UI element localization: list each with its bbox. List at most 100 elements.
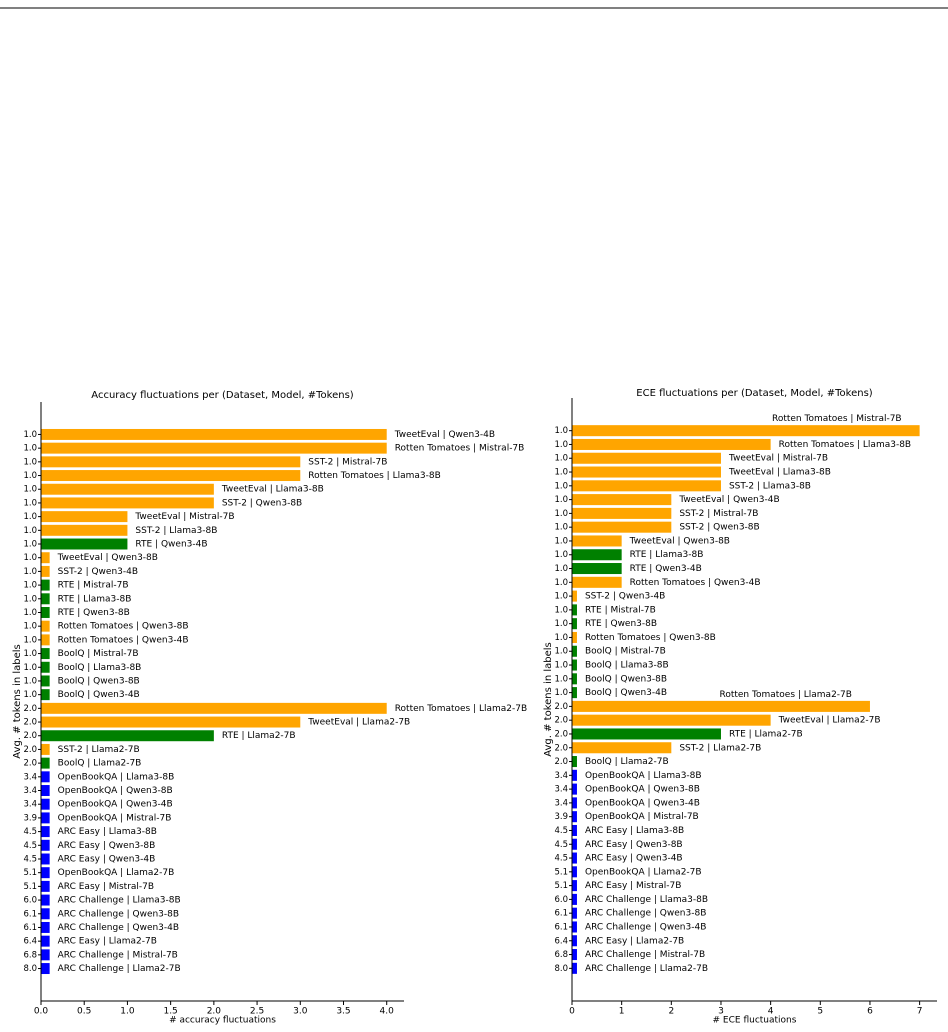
bar <box>572 962 577 974</box>
bar <box>572 921 577 933</box>
bar-label: BoolQ | Llama3-8B <box>58 663 142 673</box>
bar <box>41 511 128 523</box>
bar <box>572 893 577 905</box>
bar <box>572 714 771 726</box>
bar <box>572 535 622 547</box>
y-tick-label: 5.1 <box>554 867 568 877</box>
bar-label: TweetEval | Qwen3-4B <box>394 430 495 440</box>
bar-label: Rotten Tomatoes | Llama3-8B <box>308 471 440 481</box>
y-tick-label: 1.0 <box>554 564 568 574</box>
bar <box>41 661 50 673</box>
bar-label: OpenBookQA | Llama2-7B <box>58 868 175 878</box>
bar-label: RTE | Qwen3-4B <box>135 540 207 550</box>
bar-label: Rotten Tomatoes | Llama3-8B <box>779 440 911 450</box>
bar-label: BoolQ | Qwen3-4B <box>58 690 140 700</box>
y-tick-label: 1.0 <box>554 509 568 519</box>
bar-label: RTE | Mistral-7B <box>58 581 129 591</box>
bar <box>41 867 50 879</box>
bar <box>572 521 672 533</box>
bar <box>41 442 387 454</box>
bar <box>572 687 577 699</box>
y-tick-label: 1.0 <box>23 526 37 536</box>
y-tick-label: 6.4 <box>23 937 37 947</box>
y-tick-label: 1.0 <box>23 676 37 686</box>
y-tick-label: 4.5 <box>23 841 37 851</box>
y-tick-label: 6.1 <box>23 923 37 933</box>
y-tick-label: 1.0 <box>554 661 568 671</box>
y-tick-label: 6.1 <box>554 909 568 919</box>
bar <box>41 785 50 796</box>
bar-label: TweetEval | Mistral-7B <box>134 512 234 522</box>
bar <box>572 949 577 961</box>
x-tick-label: 7 <box>917 1007 923 1017</box>
bar-label: ARC Challenge | Mistral-7B <box>58 950 178 960</box>
bar-label: ARC Easy | Llama3-8B <box>58 827 157 837</box>
bar <box>572 880 577 892</box>
y-tick-label: 3.4 <box>23 800 37 810</box>
bar-label: RTE | Llama2-7B <box>729 729 803 739</box>
y-tick-label: 4.5 <box>554 840 568 850</box>
y-tick-label: 5.1 <box>23 882 37 892</box>
bar <box>572 783 577 795</box>
y-tick-label: 2.0 <box>23 759 37 769</box>
bar <box>41 853 50 865</box>
y-tick-label: 2.0 <box>23 731 37 741</box>
x-tick-label: 5 <box>817 1007 823 1017</box>
bar-label: SST-2 | Qwen3-4B <box>585 592 665 602</box>
y-tick-label: 5.1 <box>23 868 37 878</box>
x-tick-label: 4 <box>768 1007 774 1017</box>
bar-label: Rotten Tomatoes | Qwen3-4B <box>58 635 189 645</box>
bar-label: Rotten Tomatoes | Qwen3-8B <box>58 622 189 632</box>
bar-label: RTE | Qwen3-8B <box>585 619 657 629</box>
bar-label: SST-2 | Qwen3-4B <box>58 567 138 577</box>
bar <box>572 549 622 561</box>
bar-label: ARC Easy | Llama2-7B <box>585 936 684 946</box>
y-tick-label: 4.5 <box>23 827 37 837</box>
bar <box>572 659 577 671</box>
x-tick-label: 0 <box>569 1007 575 1017</box>
y-tick-label: 2.0 <box>554 702 568 712</box>
bar-label: SST-2 | Mistral-7B <box>308 457 387 467</box>
bar-label: BoolQ | Llama3-8B <box>585 661 669 671</box>
bar <box>572 507 672 519</box>
bar-label: BoolQ | Qwen3-8B <box>585 674 667 684</box>
bar-label: OpenBookQA | Qwen3-8B <box>585 785 700 795</box>
bar-label: Rotten Tomatoes | Qwen3-8B <box>585 633 716 643</box>
bar-label: RTE | Llama3-8B <box>630 550 704 560</box>
y-tick-label: 1.0 <box>554 578 568 588</box>
bar-label: ARC Easy | Mistral-7B <box>58 882 154 892</box>
bar-label: ARC Easy | Llama3-8B <box>585 826 684 836</box>
y-tick-label: 1.0 <box>554 426 568 436</box>
bar-label: ARC Challenge | Qwen3-8B <box>585 909 706 919</box>
bar-label: OpenBookQA | Mistral-7B <box>58 813 172 823</box>
x-tick-label: 2 <box>668 1007 674 1017</box>
x-tick-label: 0.0 <box>34 1007 49 1017</box>
bar <box>41 428 387 440</box>
bar-label: BoolQ | Mistral-7B <box>58 649 139 659</box>
bar-label: SST-2 | Llama2-7B <box>679 743 761 753</box>
bar-label: TweetEval | Qwen3-8B <box>629 536 730 546</box>
bar <box>41 538 128 550</box>
x-tick-label: 2.0 <box>207 1007 222 1017</box>
y-tick-label: 6.0 <box>23 896 37 906</box>
bar-label: ARC Challenge | Qwen3-8B <box>58 909 179 919</box>
bar <box>572 673 577 685</box>
y-tick-label: 6.8 <box>554 950 568 960</box>
bar <box>572 466 721 478</box>
bar <box>572 576 622 588</box>
bar-label: BoolQ | Qwen3-8B <box>58 676 140 686</box>
y-tick-label: 1.0 <box>554 605 568 615</box>
bar <box>41 524 128 536</box>
bar-label: Rotten Tomatoes | Llama2-7B <box>395 704 527 714</box>
y-tick-label: 1.0 <box>23 498 37 508</box>
bar <box>41 826 50 838</box>
bar <box>41 456 301 468</box>
y-tick-label: 4.5 <box>554 854 568 864</box>
bar-label: SST-2 | Mistral-7B <box>679 509 758 519</box>
y-tick-label: 1.0 <box>23 594 37 604</box>
y-tick-label: 1.0 <box>23 471 37 481</box>
y-tick-label: 3.4 <box>554 771 568 781</box>
bar <box>41 812 50 824</box>
bar <box>572 838 577 850</box>
